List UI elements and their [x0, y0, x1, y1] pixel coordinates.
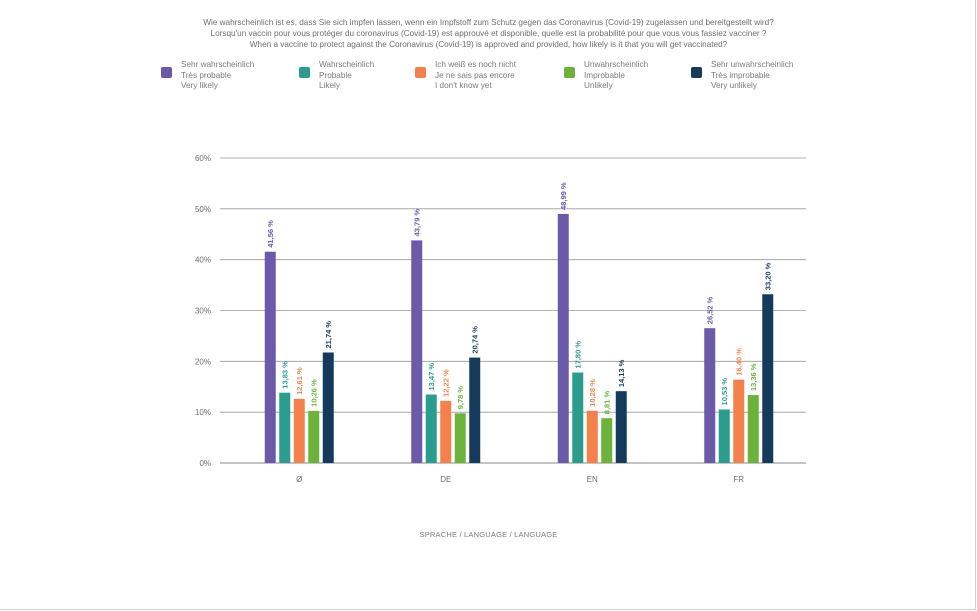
legend-label: Ich weiß es noch nicht Je ne sais pas enc…: [435, 60, 517, 90]
bar: [279, 392, 291, 463]
data-label: 10,53 %: [720, 378, 729, 406]
title-line-en: When a vaccine to protect against the Co…: [249, 40, 728, 49]
legend-label: Sehr wahrscheinlich Très probable Very lik…: [181, 60, 255, 90]
bar: [454, 413, 466, 463]
data-label: 48,99 %: [559, 182, 568, 210]
data-label: 9,78 %: [456, 386, 465, 410]
bar: [308, 410, 320, 463]
bar: [733, 379, 745, 463]
bar: [572, 372, 584, 463]
data-label: 14,13 %: [617, 359, 626, 387]
x-tick-label: Ø: [296, 475, 302, 484]
data-label: 12,22 %: [442, 369, 451, 397]
legend-swatch: [161, 67, 172, 78]
bar: [615, 391, 627, 463]
bar: [586, 410, 598, 463]
data-label: 8,81 %: [603, 391, 612, 415]
x-axis-label: SPRACHE / LANGUAGE / LANGUAGE: [419, 530, 558, 539]
data-label: 33,20 %: [764, 262, 773, 290]
bar: [293, 398, 305, 463]
y-tick-label: 30%: [195, 307, 211, 316]
bar: [264, 251, 276, 463]
y-tick-label: 0%: [199, 459, 211, 468]
legend-swatch: [299, 67, 310, 78]
legend-swatch: [564, 67, 575, 78]
x-tick-label: DE: [440, 475, 451, 484]
legend-swatch: [415, 67, 426, 78]
title-line-de: Wie wahrscheinlich ist es, dass Sie sich…: [203, 18, 774, 27]
bar: [557, 213, 569, 463]
data-label: 13,47 %: [427, 363, 436, 391]
bar: [469, 357, 481, 463]
data-label: 17,80 %: [574, 341, 583, 369]
bar: [747, 395, 759, 463]
legend-label: Wahrscheinlich Probable Likely: [319, 60, 375, 90]
data-label: 21,74 %: [324, 321, 333, 349]
x-tick-label: EN: [587, 475, 598, 484]
y-tick-label: 10%: [195, 408, 211, 417]
y-tick-label: 60%: [195, 154, 211, 163]
legend-swatch: [691, 67, 702, 78]
x-tick-label: FR: [733, 475, 744, 484]
y-tick-label: 50%: [195, 205, 211, 214]
bar: [704, 328, 716, 463]
data-label: 43,79 %: [413, 209, 422, 237]
bar: [425, 394, 437, 463]
legend-label: Unwahrscheinlich Improbable Unlikely: [584, 60, 649, 90]
bar: [440, 400, 452, 463]
data-label: 13,83 %: [281, 361, 290, 389]
bar: [718, 409, 730, 463]
title-line-fr: Lorsqu'un vaccin pour vous protéger du c…: [210, 29, 767, 38]
y-tick-label: 20%: [195, 357, 211, 366]
y-tick-label: 40%: [195, 256, 211, 265]
data-label: 13,36 %: [749, 363, 758, 391]
bar: [411, 240, 423, 463]
data-label: 10,28 %: [588, 379, 597, 407]
bar: [601, 418, 613, 463]
data-label: 41,56 %: [266, 220, 275, 248]
chart-title: Wie wahrscheinlich ist es, dass Sie sich…: [0, 17, 977, 50]
bar: [762, 294, 774, 463]
data-label: 26,52 %: [706, 296, 715, 324]
data-label: 10,26 %: [310, 379, 319, 407]
data-label: 20,74 %: [471, 326, 480, 354]
legend-label: Sehr unwahrscheinlich Très improbable Very…: [711, 60, 794, 90]
data-label: 12,61 %: [295, 367, 304, 395]
data-label: 16,40 %: [735, 348, 744, 376]
bar: [322, 352, 334, 463]
